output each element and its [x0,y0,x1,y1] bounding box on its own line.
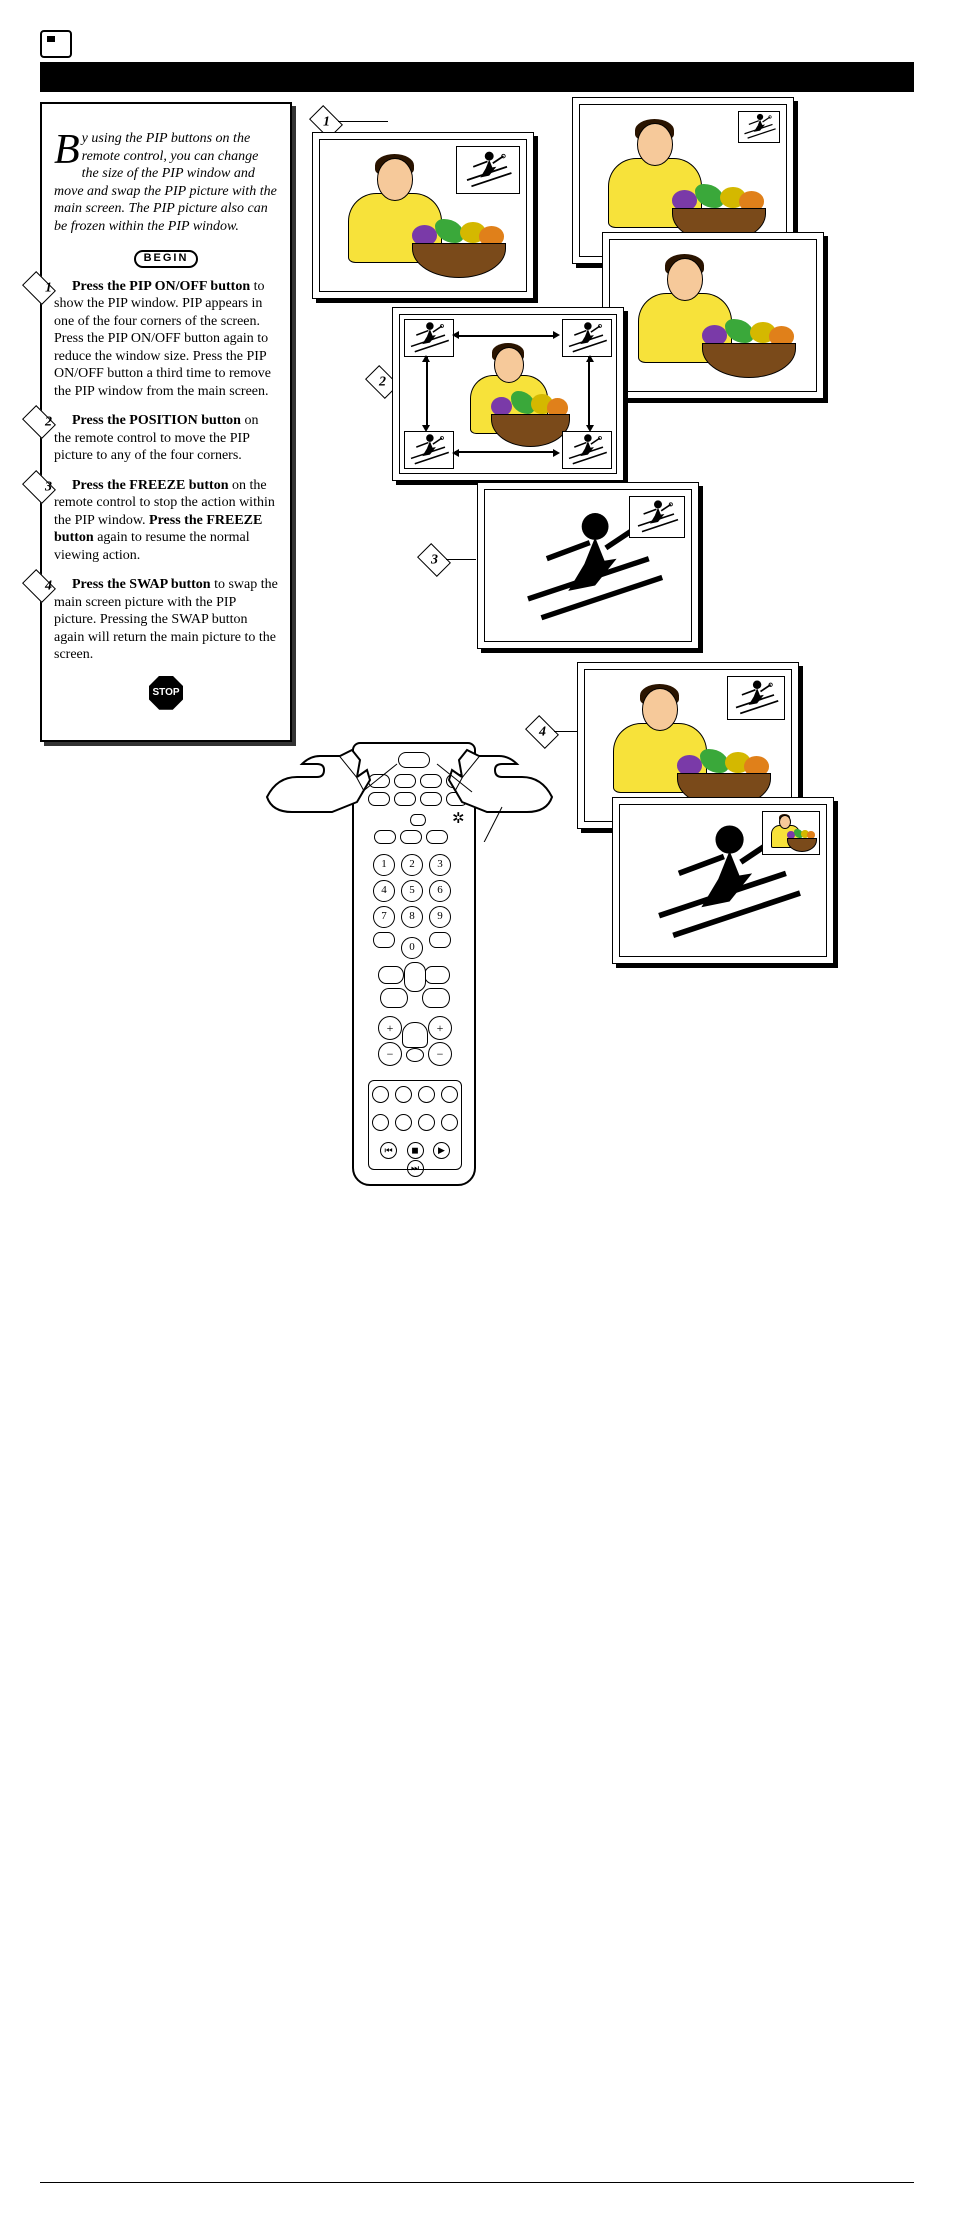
title-bar [40,62,914,92]
step-4-bold: Press the SWAP button [72,577,211,592]
left-hand-icon [262,742,372,822]
fruit-illustration [697,319,800,379]
step-3-bold: Press the FREEZE button [72,478,228,493]
tv-1c-screen [609,239,817,392]
step-1: 1 Press the PIP ON/OFF button to show th… [54,278,278,401]
tv-3 [477,482,699,649]
pip-br [562,431,612,469]
tv-2-screen [399,314,617,474]
remote-lower-panel: ⏮ ◼ ▶ ⏭ [368,1080,462,1170]
tv-4b-screen [619,804,827,957]
step-1-bold: Press the PIP ON/OFF button [72,279,250,294]
skier-icon [741,112,776,140]
pip-tl [404,319,454,357]
vol-up-button: + [378,1016,402,1040]
step-1-badge: 1 [22,271,56,305]
illustration-area: 1 [292,102,914,1152]
step-3-badge: 3 [22,470,56,504]
main-content: B y using the PIP buttons on the remote … [40,102,914,1152]
tv-3-screen [484,489,692,642]
fig1-connector [338,121,388,122]
ch-down-button: − [428,1042,452,1066]
step-4-badge: 4 [22,569,56,603]
vol-down-button: − [378,1042,402,1066]
tv-1c [602,232,824,399]
pip-3 [629,496,685,538]
step-2: 2 Press the POSITION button on the remot… [54,412,278,465]
instructions-column: B y using the PIP buttons on the remote … [40,102,292,742]
tv-1a-screen [319,139,527,292]
ch-up-button: + [428,1016,452,1040]
tv-2 [392,307,624,481]
figure-3-badge: 3 [417,543,451,577]
tv-1a [312,132,534,299]
fruit-illustration [486,391,572,448]
intro-dropcap: B [54,130,82,168]
right-hand-icon [447,742,557,822]
pip-4b [762,811,820,855]
pip-tr [562,319,612,357]
remote-keypad: 123 456 789 0 [370,852,458,961]
pip-bl [404,431,454,469]
pip-4a [727,676,785,720]
step-3: 3 Press the FREEZE button on the remote … [54,477,278,565]
begin-badge-wrap: BEGIN [54,249,278,268]
instructions-box: B y using the PIP buttons on the remote … [40,102,292,742]
stop-badge-wrap: STOP [54,676,278,710]
intro-text: y using the PIP buttons on the remote co… [54,131,277,234]
page-corner-icon [40,30,72,58]
step-1-text: to show the PIP window. PIP appears in o… [54,279,271,399]
step-2-badge: 2 [22,405,56,439]
skier-icon [462,149,512,189]
pip-1b [738,111,780,143]
tv-4b [612,797,834,964]
intro-paragraph: B y using the PIP buttons on the remote … [54,130,278,235]
step-2-bold: Press the POSITION button [72,413,241,428]
footer-rule [40,2182,914,2183]
fig3-connector [446,559,476,560]
pip-1a [456,146,520,194]
step-4: 4 Press the SWAP button to swap the main… [54,576,278,664]
stop-badge: STOP [149,676,183,710]
fruit-illustration [407,219,510,279]
begin-badge: BEGIN [134,250,199,268]
